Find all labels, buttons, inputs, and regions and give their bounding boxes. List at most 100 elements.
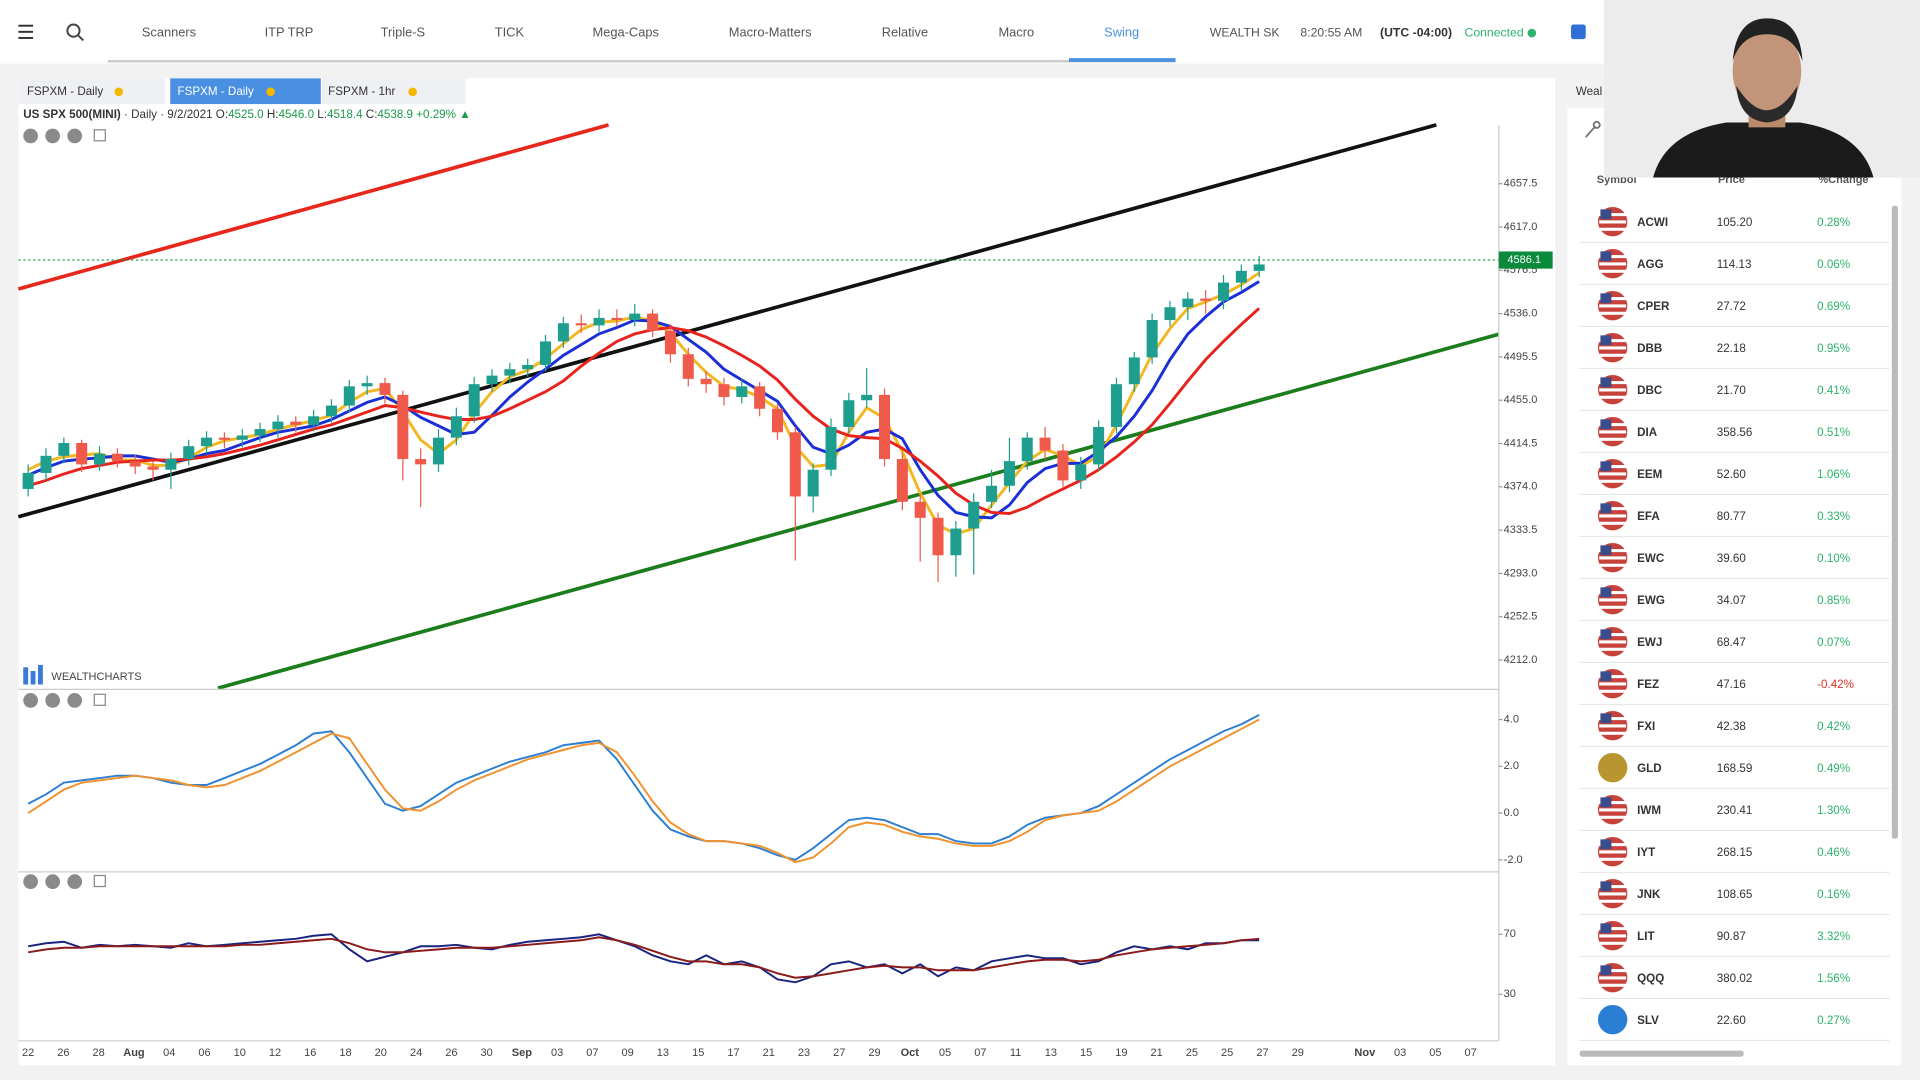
candle-body	[879, 394, 891, 460]
candle-body	[575, 323, 587, 326]
tab-active[interactable]	[170, 78, 321, 105]
panel-control[interactable]	[23, 128, 38, 144]
moving-average	[27, 307, 1261, 516]
cell: EWJ	[1637, 636, 1662, 649]
chart-area	[18, 78, 1556, 1066]
cell: 0.06%	[1817, 258, 1850, 271]
flag-stripe	[1599, 885, 1627, 889]
panel-control[interactable]	[23, 874, 38, 889]
flag-stripe	[1599, 927, 1627, 931]
menu-icon[interactable]	[18, 24, 34, 39]
candle-body	[861, 394, 873, 401]
scrollbar[interactable]	[1891, 205, 1898, 839]
cell: -0.42%	[1817, 678, 1854, 691]
x-tick-label: 30	[480, 1047, 492, 1059]
nav-tab[interactable]: Scanners	[142, 24, 196, 39]
candle-body	[1128, 357, 1140, 385]
nav-tab[interactable]: ITP TRP	[265, 24, 314, 39]
logo-text: WEALTHCHARTS	[51, 671, 141, 683]
scrollbar[interactable]	[1579, 1050, 1744, 1057]
search-icon[interactable]	[66, 23, 84, 42]
candle-body	[1110, 384, 1122, 427]
panel-expand[interactable]	[93, 693, 106, 706]
cell: LIT	[1637, 930, 1654, 943]
cell: 0.27%	[1817, 1014, 1850, 1027]
nav-tab[interactable]: Macro	[998, 24, 1034, 39]
candle-body	[593, 317, 605, 326]
nav-tab[interactable]: Mega-Caps	[593, 24, 659, 39]
wrench-icon[interactable]	[1585, 120, 1601, 138]
panel-control[interactable]	[45, 128, 60, 144]
x-tick-label: 28	[93, 1047, 105, 1059]
flag-stripe	[1599, 549, 1627, 553]
save-icon[interactable]	[1571, 24, 1586, 40]
o-label: O:	[216, 108, 228, 121]
candle-body	[700, 378, 712, 385]
cell: EWG	[1637, 594, 1665, 607]
y-tick-label: 4212.0	[1504, 654, 1538, 666]
x-tick-label: 15	[1080, 1047, 1092, 1059]
symbol-icon	[1597, 752, 1628, 783]
nav-tab[interactable]: Triple-S	[381, 24, 425, 39]
candle-body	[415, 459, 427, 465]
panel-expand[interactable]	[93, 129, 106, 142]
chart-tab-label[interactable]: FSPXM - 1hr	[328, 85, 395, 98]
panel-control[interactable]	[67, 693, 83, 708]
y-tick-label: 30	[1504, 988, 1516, 1000]
panel-control[interactable]	[67, 874, 83, 889]
nav-tab[interactable]: Macro-Matters	[729, 24, 812, 39]
y-tick-label: 4414.5	[1504, 437, 1538, 449]
nav-tab[interactable]: TICK	[495, 24, 525, 39]
chart-legend: US SPX 500(MINI) · Daily · 9/2/2021 O:45…	[23, 108, 470, 121]
top-nav	[0, 0, 1605, 64]
candle-body	[504, 369, 516, 376]
up-arrow: ▲	[459, 108, 471, 121]
candle-body	[664, 330, 676, 355]
l-label: L:	[317, 108, 327, 121]
flag-canton	[1600, 797, 1612, 808]
nav-tab[interactable]: Swing	[1104, 24, 1139, 39]
nav-tab[interactable]: Relative	[882, 24, 928, 39]
panel-control[interactable]	[45, 693, 60, 708]
y-tick-label: 4455.0	[1504, 394, 1538, 406]
flag-stripe	[1599, 311, 1627, 315]
chart-tab-label[interactable]: FSPXM - Daily	[178, 85, 254, 98]
y-tick-label: 4617.0	[1504, 221, 1538, 233]
candle-body	[254, 429, 266, 436]
flag-canton	[1600, 587, 1612, 598]
x-tick-label: 25	[1221, 1047, 1233, 1059]
panel-control[interactable]	[45, 874, 60, 889]
cell: FXI	[1637, 720, 1655, 733]
flag-stripe	[1599, 220, 1627, 224]
candle-body	[94, 453, 106, 465]
candle-body	[968, 501, 980, 529]
cell: IWM	[1637, 804, 1661, 817]
flag-canton	[1600, 545, 1612, 556]
cell: 42.38	[1717, 720, 1746, 733]
x-tick-label: 19	[1115, 1047, 1127, 1059]
flag-canton	[1600, 965, 1612, 976]
candle-body	[1164, 307, 1176, 321]
panel-control[interactable]	[67, 128, 83, 144]
flag-stripe	[1599, 297, 1627, 301]
cell: 0.33%	[1817, 510, 1850, 523]
flag-canton	[1600, 881, 1612, 892]
flag-canton	[1600, 503, 1612, 514]
x-tick-label: 11	[1010, 1047, 1021, 1059]
flag-stripe	[1599, 472, 1627, 476]
x-tick-label: 13	[657, 1047, 669, 1059]
flag-stripe	[1599, 591, 1627, 595]
panel-control[interactable]	[23, 693, 38, 708]
last-price-tag	[1498, 251, 1553, 269]
chart-tab-label[interactable]: FSPXM - Daily	[27, 85, 103, 98]
tab[interactable]	[18, 78, 166, 105]
flag-stripe	[1599, 269, 1627, 273]
panel-expand[interactable]	[93, 874, 106, 888]
y-tick-label: 4333.5	[1504, 524, 1538, 536]
candle-body	[165, 459, 177, 470]
candle-body	[1253, 264, 1265, 271]
tab[interactable]	[322, 78, 466, 105]
flag-stripe	[1599, 892, 1627, 896]
flag-canton	[1600, 377, 1612, 388]
